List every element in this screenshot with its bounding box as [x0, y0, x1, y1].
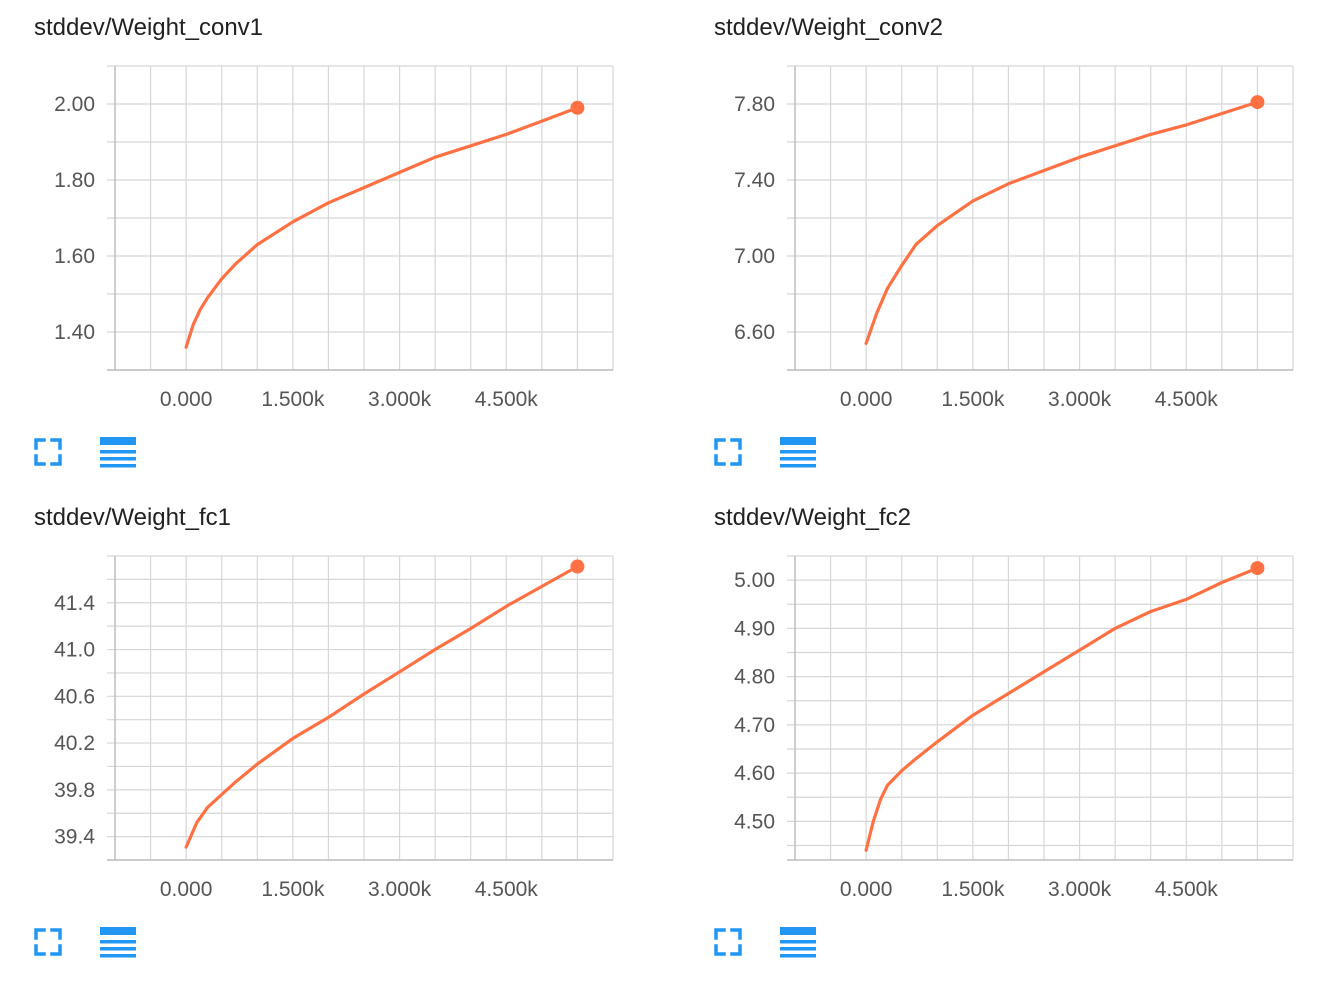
- fullscreen-icon: [714, 438, 742, 466]
- chart-card: 39.4 39.8 40.2 40.6 41.0 41.4 0.000 1.500k 3.000…: [0, 490, 660, 980]
- expand-chart-button[interactable]: [32, 436, 68, 470]
- x-tick-label: 3.000k: [368, 388, 432, 411]
- show-data-button[interactable]: [779, 926, 816, 960]
- x-tick-label: 3.000k: [368, 878, 432, 901]
- series-end-point[interactable]: [570, 559, 585, 574]
- line-chart: 1.40 1.60 1.80 2.00 0.000 1.500k 3.000k 4.500k: [54, 65, 614, 411]
- y-tick-label: 4.80: [734, 666, 775, 689]
- y-tick-label: 5.00: [734, 569, 775, 592]
- y-tick-label: 1.40: [54, 321, 95, 344]
- y-tick-label: 4.50: [734, 810, 775, 833]
- x-tick-label: 0.000: [840, 388, 893, 411]
- x-tick-label: 0.000: [840, 878, 893, 901]
- x-tick-label: 3.000k: [1048, 388, 1112, 411]
- grid: [787, 65, 1294, 371]
- y-tick-label: 41.4: [54, 592, 95, 615]
- y-tick-label: 39.4: [54, 826, 95, 849]
- y-tick-label: 7.40: [734, 169, 775, 192]
- series-end-point[interactable]: [570, 100, 585, 115]
- y-tick-label: 1.60: [54, 245, 95, 268]
- y-tick-label: 40.6: [54, 685, 95, 708]
- line-chart: 6.60 7.00 7.40 7.80 0.000 1.500k 3.000k 4.500k: [734, 65, 1294, 411]
- chart-title: stddev/Weight_conv2: [714, 14, 944, 41]
- series-line: [864, 566, 1260, 852]
- x-tick-label: 0.000: [160, 878, 213, 901]
- show-data-button[interactable]: [99, 926, 136, 960]
- x-tick-label: 3.000k: [1048, 878, 1112, 901]
- chart-title: stddev/Weight_conv1: [34, 14, 264, 41]
- y-tick-label: 1.80: [54, 169, 95, 192]
- grid: [107, 555, 614, 861]
- x-tick-label: 4.500k: [1155, 878, 1219, 901]
- show-data-button[interactable]: [779, 436, 816, 470]
- x-tick-label: 1.500k: [261, 878, 325, 901]
- x-tick-label: 4.500k: [1155, 388, 1219, 411]
- list-icon: [100, 927, 136, 958]
- y-tick-label: 4.70: [734, 714, 775, 737]
- x-tick-label: 1.500k: [941, 388, 1005, 411]
- fullscreen-icon: [34, 438, 62, 466]
- expand-chart-button[interactable]: [712, 926, 748, 960]
- series-line: [184, 564, 580, 849]
- y-tick-label: 6.60: [734, 321, 775, 344]
- fullscreen-icon: [714, 928, 742, 956]
- list-icon: [100, 437, 136, 468]
- series-end-point[interactable]: [1250, 95, 1265, 110]
- grid: [107, 65, 614, 371]
- show-data-button[interactable]: [99, 436, 136, 470]
- expand-chart-button[interactable]: [32, 926, 68, 960]
- line-chart: 39.4 39.8 40.2 40.6 41.0 41.4 0.000 1.500k 3.000…: [54, 555, 614, 901]
- list-icon: [780, 927, 816, 958]
- chart-card: 1.40 1.60 1.80 2.00 0.000 1.500k 3.000k 4.500k s…: [0, 0, 660, 490]
- series-end-point[interactable]: [1250, 561, 1265, 576]
- fullscreen-icon: [34, 928, 62, 956]
- y-tick-label: 39.8: [54, 779, 95, 802]
- y-tick-label: 4.60: [734, 762, 775, 785]
- expand-chart-button[interactable]: [712, 436, 748, 470]
- x-tick-label: 1.500k: [941, 878, 1005, 901]
- y-tick-label: 7.80: [734, 93, 775, 116]
- y-tick-label: 7.00: [734, 245, 775, 268]
- series-line: [184, 106, 580, 349]
- y-tick-label: 40.2: [54, 732, 95, 755]
- line-chart: 4.50 4.60 4.70 4.80 4.90 5.00 0.000 1.500k 3.000…: [734, 555, 1294, 901]
- grid: [787, 555, 1294, 860]
- x-tick-label: 4.500k: [475, 878, 539, 901]
- chart-title: stddev/Weight_fc1: [34, 504, 232, 531]
- chart-card: 4.50 4.60 4.70 4.80 4.90 5.00 0.000 1.500k 3.000…: [680, 490, 1340, 980]
- list-icon: [780, 437, 816, 468]
- y-tick-label: 41.0: [54, 639, 95, 662]
- chart-card: 6.60 7.00 7.40 7.80 0.000 1.500k 3.000k 4.500k s…: [680, 0, 1340, 490]
- series-line: [864, 100, 1260, 345]
- y-tick-label: 2.00: [54, 93, 95, 116]
- x-tick-label: 1.500k: [261, 388, 325, 411]
- x-tick-label: 0.000: [160, 388, 213, 411]
- y-tick-label: 4.90: [734, 617, 775, 640]
- chart-title: stddev/Weight_fc2: [714, 504, 912, 531]
- x-tick-label: 4.500k: [475, 388, 539, 411]
